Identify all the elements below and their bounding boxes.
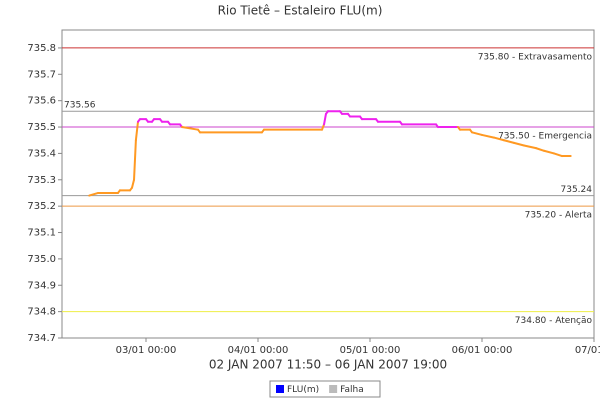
x-tick-label: 06/01 00:00 (452, 345, 513, 356)
line-segment (181, 126, 200, 131)
legend-box (269, 380, 381, 398)
chart-subtitle: 02 JAN 2007 11:50 – 06 JAN 2007 19:00 (209, 358, 447, 372)
reference-label: 735.80 - Extravasamento (478, 52, 593, 62)
legend-label: Falha (340, 385, 364, 395)
y-tick-label: 735.4 (27, 148, 56, 159)
line-segment (470, 131, 483, 136)
line-segment (323, 112, 327, 126)
x-tick-label: 05/01 00:00 (340, 345, 401, 356)
legend-label: FLU(m) (287, 385, 319, 395)
line-segment (131, 178, 136, 189)
reference-label: 735.20 - Alerta (525, 211, 592, 221)
y-tick-label: 735.0 (27, 254, 56, 265)
line-segment (492, 136, 506, 142)
line-segment (542, 149, 556, 155)
reference-label: 735.56 (64, 101, 96, 111)
y-tick-label: 735.7 (27, 69, 56, 80)
plot-frame (61, 29, 595, 339)
y-tick-label: 735.5 (27, 122, 56, 133)
line-segment (481, 133, 495, 139)
line-segment (134, 120, 139, 142)
y-tick-label: 735.1 (27, 228, 56, 239)
y-tick-label: 735.8 (27, 43, 56, 54)
legend-swatch (329, 385, 338, 393)
x-tick-label: 03/01 00:00 (116, 345, 177, 356)
line-segment (512, 141, 525, 147)
reference-label: 735.50 - Emergencia (498, 132, 592, 142)
y-tick-label: 734.9 (27, 280, 56, 291)
x-tick-label: 07/01 0 (575, 345, 600, 356)
y-tick-label: 735.2 (27, 201, 56, 212)
reference-label: 735.24 (561, 185, 593, 195)
line-segment (133, 139, 137, 181)
y-tick-label: 735.3 (27, 175, 56, 186)
y-tick-label: 735.6 (27, 96, 56, 107)
reference-label: 734.80 - Atenção (515, 316, 593, 326)
line-segment (503, 139, 515, 144)
y-tick-label: 734.7 (27, 333, 56, 344)
line-segment (534, 147, 545, 152)
legend-swatch (276, 385, 284, 393)
chart-title: Rio Tietê – Estaleiro FLU(m) (218, 4, 383, 18)
line-segment (88, 191, 100, 197)
line-segment (553, 152, 564, 158)
x-tick-label: 04/01 00:00 (228, 345, 289, 356)
line-segment (523, 144, 537, 150)
y-tick-label: 734.8 (27, 307, 56, 318)
